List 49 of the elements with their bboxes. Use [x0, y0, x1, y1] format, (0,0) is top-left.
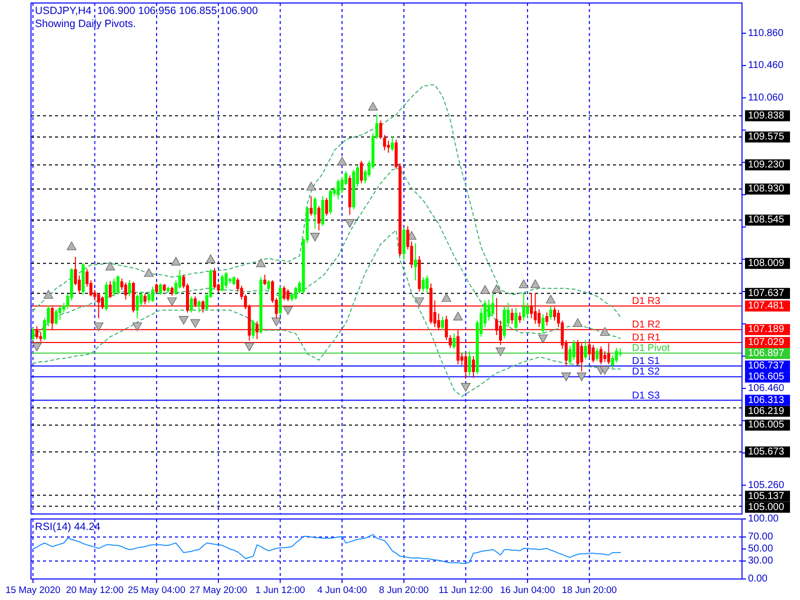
x-tick-label: 4 Jun 04:00 [317, 585, 367, 596]
y-tick-label: 110.860 [748, 28, 784, 39]
x-tick-label: 18 Jun 20:00 [562, 585, 617, 596]
annotation: D1 R1 [632, 332, 661, 344]
y-tick-label: 110.060 [748, 92, 784, 104]
ref-line-label: 107.637 [748, 288, 785, 299]
ref-line-label: 109.575 [748, 131, 785, 142]
x-tick-label: 27 May 20:00 [190, 585, 248, 596]
y-tick-label: 100.00 [748, 514, 780, 524]
y-tick-label: 70.00 [748, 532, 774, 542]
ref-line-label: 108.009 [748, 258, 785, 269]
x-tick-label: 16 Jun 04:00 [500, 585, 556, 596]
chart-title: USDJPY,H4 106.900 106.956 106.855 106.900 [35, 5, 258, 17]
x-tick-label: 20 May 12:00 [66, 585, 124, 596]
ref-line-label: 106.313 [748, 394, 785, 406]
y-tick-label: 50.00 [748, 544, 774, 554]
ref-line-label: 106.605 [748, 372, 785, 383]
ref-line-label: 107.189 [748, 324, 785, 336]
ref-line-label: 105.673 [748, 446, 785, 458]
annotation: D1 R2 [632, 320, 661, 331]
annotation: D1 Pivot [632, 343, 670, 354]
x-tick-label: 1 Jun 12:00 [255, 585, 306, 596]
ref-line-label: 106.897 [748, 348, 785, 359]
ref-line-label: 106.737 [748, 360, 785, 372]
chart-title: RSI(14) 44.24 [35, 521, 101, 533]
ref-line-label: 106.219 [748, 406, 785, 417]
ref-line-label: 106.005 [748, 420, 785, 431]
ref-line-label: 108.545 [748, 214, 785, 226]
annotation: D1 S3 [632, 390, 660, 402]
y-tick-label: 30.00 [748, 556, 774, 566]
ref-line-label: 107.481 [748, 300, 785, 312]
annotation: D1 S1 [632, 356, 660, 368]
x-tick-label: 25 May 04:00 [128, 585, 186, 596]
x-tick-label: 15 May 2020 [5, 585, 60, 596]
ref-line-label: 109.230 [748, 159, 785, 170]
ref-line-label: 109.838 [748, 110, 785, 122]
ref-line-label: 107.029 [748, 336, 785, 348]
ref-line-label: 105.137 [748, 490, 785, 502]
ref-line-label: 105.000 [748, 502, 785, 513]
x-tick-label: 8 Jun 20:00 [379, 585, 429, 596]
y-tick-label: 0.00 [748, 574, 768, 584]
ref-line-label: 108.930 [748, 184, 785, 195]
text: Showing Daily Pivots. [35, 18, 136, 30]
annotation: D1 S2 [632, 366, 660, 378]
annotation: D1 R3 [632, 296, 661, 307]
y-tick-label: 110.460 [748, 60, 784, 72]
y-tick-label: 105.260 [748, 480, 785, 491]
x-tick-label: 11 Jun 12:00 [438, 585, 493, 596]
y-tick-label: 106.460 [748, 382, 785, 394]
